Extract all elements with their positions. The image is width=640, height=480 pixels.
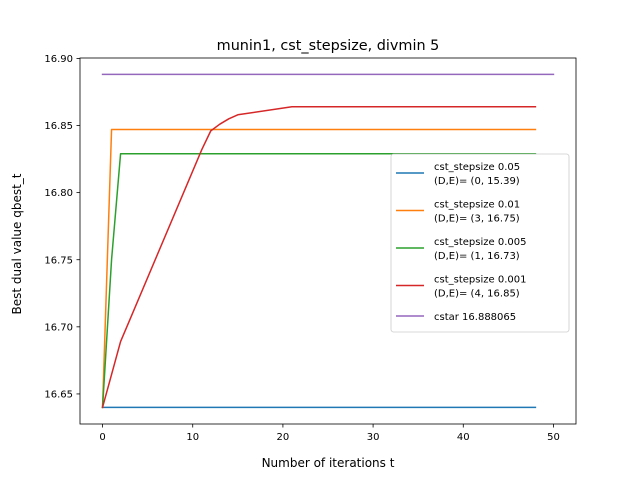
legend-label-4: cst_stepsize 0.001 (D,E)= (4, 16.85): [434, 275, 526, 300]
legend-label-line: cst_stepsize 0.01: [434, 200, 520, 211]
axes-layer: 0 10 20 30 40 50 16.65 16.70 16.75 16.80 16.85 16.9…: [44, 54, 577, 443]
legend-box: [390, 153, 570, 333]
x-tick-label: 50: [547, 432, 560, 443]
y-axis-label: Best dual value qbest_t: [10, 173, 24, 314]
y-tick-label: 16.80: [44, 188, 73, 199]
x-axis-label: Number of iterations t: [262, 456, 395, 470]
x-tick-label: 40: [457, 432, 470, 443]
legend-label-line: (D,E)= (4, 16.85): [434, 289, 520, 300]
axes-frame: [79, 57, 577, 425]
legend-label-3: cst_stepsize 0.005 (D,E)= (1, 16.73): [434, 237, 526, 262]
y-tick-label: 16.70: [44, 322, 73, 333]
legend-label-line: (D,E)= (0, 15.39): [434, 176, 520, 187]
y-tick-label: 16.85: [44, 121, 73, 132]
legend-label-5: cstar 16.888065: [434, 312, 516, 323]
x-tick-label: 0: [99, 432, 105, 443]
series-line-3: [101, 152, 537, 409]
legend-label-2: cst_stepsize 0.01 (D,E)= (3, 16.75): [434, 200, 520, 225]
y-tick-label: 16.75: [44, 255, 73, 266]
series-layer: [101, 73, 555, 409]
x-tick-label: 10: [186, 432, 199, 443]
legend: cst_stepsize 0.05 (D,E)= (0, 15.39)cst_st…: [390, 153, 570, 333]
y-tick-label: 16.90: [44, 54, 73, 65]
y-tick-label: 16.65: [44, 390, 73, 401]
legend-label-line: cst_stepsize 0.005: [434, 237, 526, 248]
legend-label-line: cstar 16.888065: [434, 312, 516, 323]
legend-label-line: cst_stepsize 0.001: [434, 275, 526, 286]
legend-label-line: cst_stepsize 0.05: [434, 162, 520, 173]
legend-label-1: cst_stepsize 0.05 (D,E)= (0, 15.39): [434, 162, 520, 187]
x-tick-label: 30: [367, 432, 380, 443]
series-line-2: [101, 128, 537, 409]
chart-title: munin1, cst_stepsize, divmin 5: [217, 38, 440, 54]
series-line-4: [101, 105, 537, 409]
x-tick-label: 20: [277, 432, 290, 443]
legend-label-line: (D,E)= (3, 16.75): [434, 214, 520, 225]
legend-label-line: (D,E)= (1, 16.73): [434, 251, 520, 262]
